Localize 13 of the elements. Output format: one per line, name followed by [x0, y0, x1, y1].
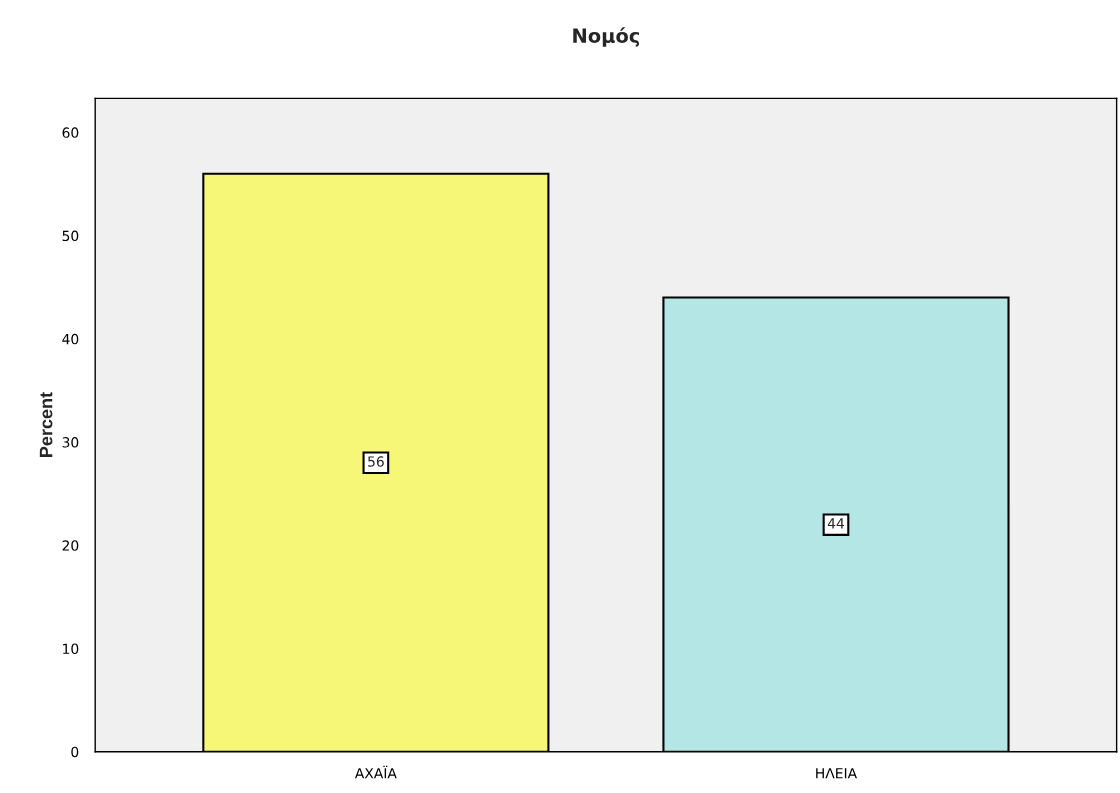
chart-title: Νομός	[573, 27, 640, 47]
x-tick-label: ΗΛΕΙΑ	[816, 768, 858, 779]
y-tick-label: 20	[62, 540, 79, 551]
data-label: 56	[368, 456, 384, 467]
y-tick-label: 60	[62, 127, 79, 138]
y-tick-label: 0	[71, 746, 79, 758]
x-tick-label: ΑΧΑΪΑ	[354, 765, 397, 779]
y-tick-label: 50	[62, 230, 79, 242]
y-tick-label: 30	[62, 437, 79, 448]
y-tick-label: 40	[62, 333, 79, 345]
data-label: 44	[827, 518, 845, 529]
y-axis-title: Percent	[39, 392, 53, 457]
y-tick-label: 10	[63, 643, 79, 655]
